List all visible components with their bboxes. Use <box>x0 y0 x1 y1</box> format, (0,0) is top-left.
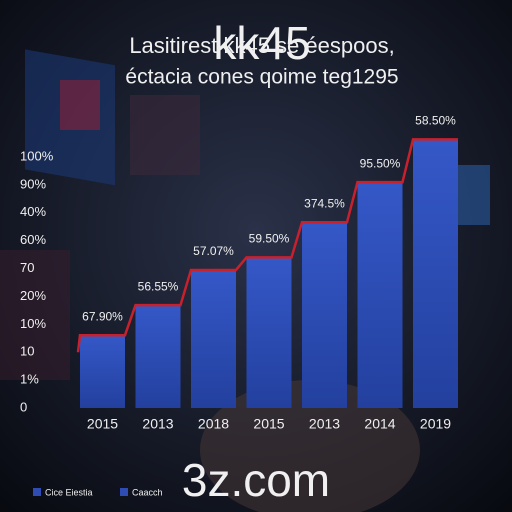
screen-decor <box>60 80 100 130</box>
y-tick-label: 90% <box>20 176 46 191</box>
x-tick-label: 2015 <box>253 416 284 432</box>
x-tick-label: 2013 <box>309 416 340 432</box>
bar <box>413 139 458 408</box>
bar <box>246 257 292 408</box>
y-tick-label: 1% <box>20 372 39 387</box>
annotation: 95.50% <box>360 156 401 170</box>
annotation: 67.90% <box>82 309 123 323</box>
trend-line <box>76 138 458 353</box>
y-tick-label: 60% <box>20 232 46 247</box>
y-tick-label: 20% <box>20 288 46 303</box>
legend-swatch <box>120 488 128 496</box>
y-tick-label: 100% <box>20 148 54 163</box>
screen-decor <box>130 95 200 175</box>
screen-decor <box>455 165 490 225</box>
annotation: 57.07% <box>193 244 234 258</box>
x-tick-label: 2015 <box>87 416 118 432</box>
overlay-text: kk45 <box>213 17 310 69</box>
x-tick-label: 2018 <box>198 416 229 432</box>
y-tick-label: 10 <box>20 344 34 359</box>
x-tick-label: 2019 <box>420 416 451 432</box>
person-decor <box>200 380 420 512</box>
annotation: 58.50% <box>415 114 456 128</box>
chart-title: Lasitirest kk45 se éespoos, <box>129 33 394 58</box>
bar <box>357 182 403 408</box>
annotation: 56.55% <box>138 279 179 293</box>
annotation: 59.50% <box>249 232 290 246</box>
bar <box>302 222 347 408</box>
y-tick-label: 0 <box>20 399 27 414</box>
annotation: 374.5% <box>304 196 345 210</box>
legend-label: Cice Eiestia <box>45 487 93 497</box>
plot: 100% 90% 40% 60% 70 20% 10% 10 1% 0 2015 67.90% 2013… <box>20 114 458 497</box>
x-tick-label: 2013 <box>142 416 173 432</box>
legend-swatch <box>33 488 41 496</box>
bar <box>191 269 236 408</box>
bar <box>80 335 125 408</box>
y-tick-label: 70 <box>20 260 34 275</box>
watermark: 3z.com <box>182 454 330 506</box>
bar <box>135 305 181 408</box>
chart-subtitle: éctacia cones qoime teg1295 <box>125 66 398 89</box>
y-tick-label: 10% <box>20 316 46 331</box>
screen-decor <box>25 49 115 186</box>
y-tick-label: 40% <box>20 204 46 219</box>
legend-label: Caacch <box>132 487 163 497</box>
screen-decor <box>0 250 70 380</box>
x-tick-label: 2014 <box>364 416 395 432</box>
